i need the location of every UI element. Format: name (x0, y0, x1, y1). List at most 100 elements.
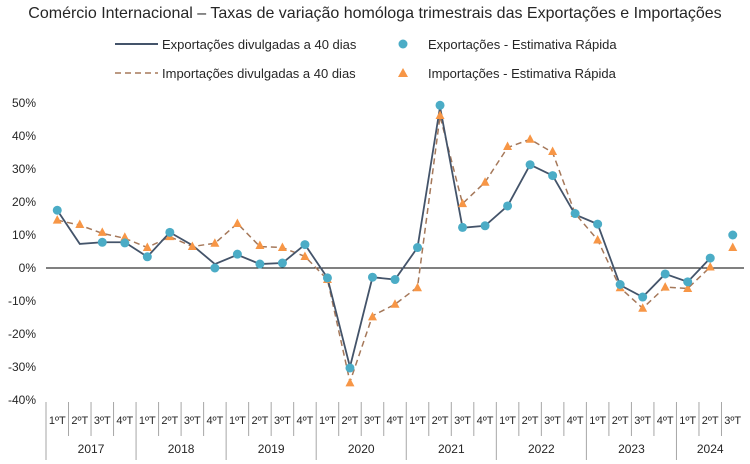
importacoes-estimativa-point (75, 219, 85, 228)
x-tick-label: 3ºT (454, 415, 471, 427)
y-axis: 50% 40% 30% 20% 10% 0% -10% -20% -30% -40% (8, 96, 36, 407)
x-tick-label: 1ºT (139, 415, 156, 427)
y-tick-label: -20% (8, 327, 36, 341)
importacoes-estimativa-point (390, 299, 400, 308)
x-tick-label: 4ºT (116, 415, 133, 427)
x-tick-label: 1ºT (409, 415, 426, 427)
exportacoes-estimativa-point (345, 363, 355, 373)
legend-imp-line-label: Importações divulgadas a 40 dias (162, 66, 356, 81)
exportacoes-estimativa-point (52, 205, 62, 215)
importacoes-estimativa-point (638, 303, 648, 312)
y-tick-label: 50% (12, 96, 36, 110)
importacoes-estimativa-point (458, 198, 468, 208)
exportacoes-estimativa-point (503, 201, 513, 211)
x-tick-label: 3ºT (94, 415, 111, 427)
x-tick-label: 1ºT (229, 415, 246, 427)
y-tick-label: -40% (8, 393, 36, 407)
x-tick-label: 2ºT (251, 415, 268, 427)
y-tick-label: -10% (8, 294, 36, 308)
exportacoes-estimativa-point (570, 209, 580, 219)
x-year-label: 2017 (78, 442, 105, 456)
exportacoes-estimativa-point (277, 258, 287, 268)
x-tick-label: 4ºT (657, 415, 674, 427)
x-tick-label: 1ºT (319, 415, 336, 427)
series-exportacoes-line (56, 106, 711, 368)
x-tick-label: 1ºT (49, 415, 66, 427)
x-tick-label: 4ºT (567, 415, 584, 427)
exportacoes-estimativa-point (232, 249, 242, 259)
exportacoes-estimativa-point (615, 280, 625, 289)
exportacoes-estimativa-point (705, 253, 715, 263)
legend-exp-dots-label: Exportações - Estimativa Rápida (428, 37, 617, 52)
importacoes-estimativa-point (232, 218, 242, 227)
x-tick-label: 2ºT (161, 415, 178, 427)
y-tick-label: -30% (8, 360, 36, 374)
exportacoes-estimativa-point (300, 240, 310, 250)
x-tick-label: 2ºT (432, 415, 449, 427)
importacoes-estimativa-point (660, 282, 670, 291)
importacoes-estimativa-point (413, 282, 423, 292)
importacoes-estimativa-point (705, 262, 715, 271)
x-tick-label: 3ºT (184, 415, 201, 427)
importacoes-estimativa-point (480, 177, 490, 186)
x-tick-label: 3ºT (364, 415, 381, 427)
x-year-label: 2021 (438, 442, 465, 456)
x-tick-label: 4ºT (297, 415, 314, 427)
x-axis: 1ºT 2ºT 3ºT 4ºT 2017 1ºT 2ºT 3ºT 4ºT 2018 1ºT 2ºT 3º… (45, 267, 744, 460)
x-tick-label: 4ºT (477, 415, 494, 427)
y-tick-label: 40% (12, 129, 36, 143)
x-tick-label: 4ºT (206, 415, 223, 427)
y-tick-label: 30% (12, 162, 36, 176)
importacoes-estimativa-point (120, 232, 130, 241)
importacoes-estimativa-point (255, 240, 265, 250)
importacoes-estimativa-point (593, 234, 603, 244)
x-year-label: 2019 (258, 442, 285, 456)
legend: Exportações divulgadas a 40 dias Exporta… (115, 37, 617, 81)
y-tick-label: 20% (12, 195, 36, 209)
exportacoes-estimativa-point (660, 269, 670, 279)
legend-exp-line-label: Exportações divulgadas a 40 dias (162, 37, 357, 52)
exportacoes-estimativa-point (435, 100, 445, 110)
x-tick-label: 2ºT (522, 415, 539, 427)
exportacoes-estimativa-point (413, 243, 423, 253)
importacoes-estimativa-point (142, 242, 152, 252)
legend-imp-dots-swatch (398, 68, 408, 77)
exportacoes-estimativa-point (683, 277, 693, 287)
x-tick-label: 2ºT (612, 415, 629, 427)
exportacoes-estimativa-point (165, 227, 175, 237)
x-year-label: 2018 (168, 442, 195, 456)
x-tick-label: 3ºT (634, 415, 651, 427)
exportacoes-estimativa-point (367, 272, 377, 282)
y-tick-label: 0% (19, 261, 37, 275)
importacoes-estimativa-point (367, 311, 377, 321)
exportacoes-estimativa-point (390, 275, 400, 285)
exportacoes-estimativa-point (548, 171, 558, 181)
importacoes-estimativa-point (683, 283, 693, 292)
importacoes-estimativa-point (525, 134, 535, 143)
importacoes-estimativa-point (503, 141, 513, 151)
legend-imp-dots-label: Importações - Estimativa Rápida (428, 66, 617, 81)
exportacoes-estimativa-point (638, 292, 648, 302)
y-tick-label: 10% (12, 228, 36, 242)
exportacoes-estimativa-point (255, 259, 265, 269)
importacoes-estimativa-point (277, 242, 287, 252)
x-tick-label: 2ºT (71, 415, 88, 427)
exportacoes-estimativa-point (525, 160, 535, 170)
legend-exp-dots-swatch (398, 39, 408, 49)
x-tick-label: 2ºT (342, 415, 359, 427)
importacoes-estimativa-point (210, 238, 220, 247)
x-year-label: 2023 (618, 442, 645, 456)
x-tick-label: 3ºT (544, 415, 561, 427)
x-year-label: 2024 (697, 442, 724, 456)
exportacoes-estimativa-point (97, 237, 107, 247)
x-year-label: 2020 (348, 442, 375, 456)
importacoes-estimativa-point (52, 215, 62, 224)
x-tick-label: 3ºT (724, 415, 741, 427)
exportacoes-estimativa-point (142, 252, 152, 262)
chart-title: Comércio Internacional – Taxas de variaç… (28, 5, 721, 22)
exportacoes-estimativa-point (728, 230, 738, 240)
plot-area (52, 100, 738, 387)
x-tick-label: 4ºT (387, 415, 404, 427)
exportacoes-estimativa-point (458, 222, 468, 232)
importacoes-estimativa-point (300, 251, 310, 260)
